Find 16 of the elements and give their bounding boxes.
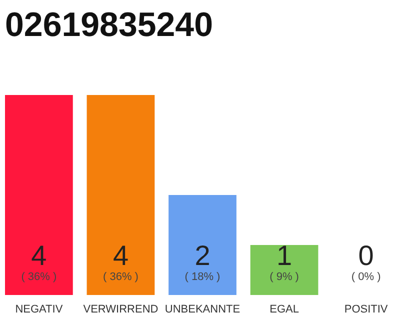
- annotation: 0: [358, 240, 374, 271]
- x-tick-label: UNBEKANNTE: [164, 304, 240, 316]
- annotation: 2: [194, 240, 210, 271]
- annotation: 4: [31, 240, 47, 271]
- annotation: 4: [112, 240, 129, 271]
- data-label: ( 0% ): [351, 271, 381, 283]
- chart-title: 02619835240: [5, 6, 214, 44]
- annotation: 1: [276, 240, 292, 271]
- x-tick-label: EGAL: [270, 304, 299, 316]
- x-tick-label: POSITIV: [344, 304, 388, 316]
- data-label: ( 36% ): [102, 271, 138, 283]
- data-label: ( 36% ): [21, 271, 57, 283]
- data-label: ( 18% ): [184, 271, 220, 283]
- x-tick-label: VERWIRREND: [83, 304, 158, 316]
- x-tick-label: NEGATIV: [15, 304, 64, 316]
- data-label: ( 9% ): [270, 271, 299, 283]
